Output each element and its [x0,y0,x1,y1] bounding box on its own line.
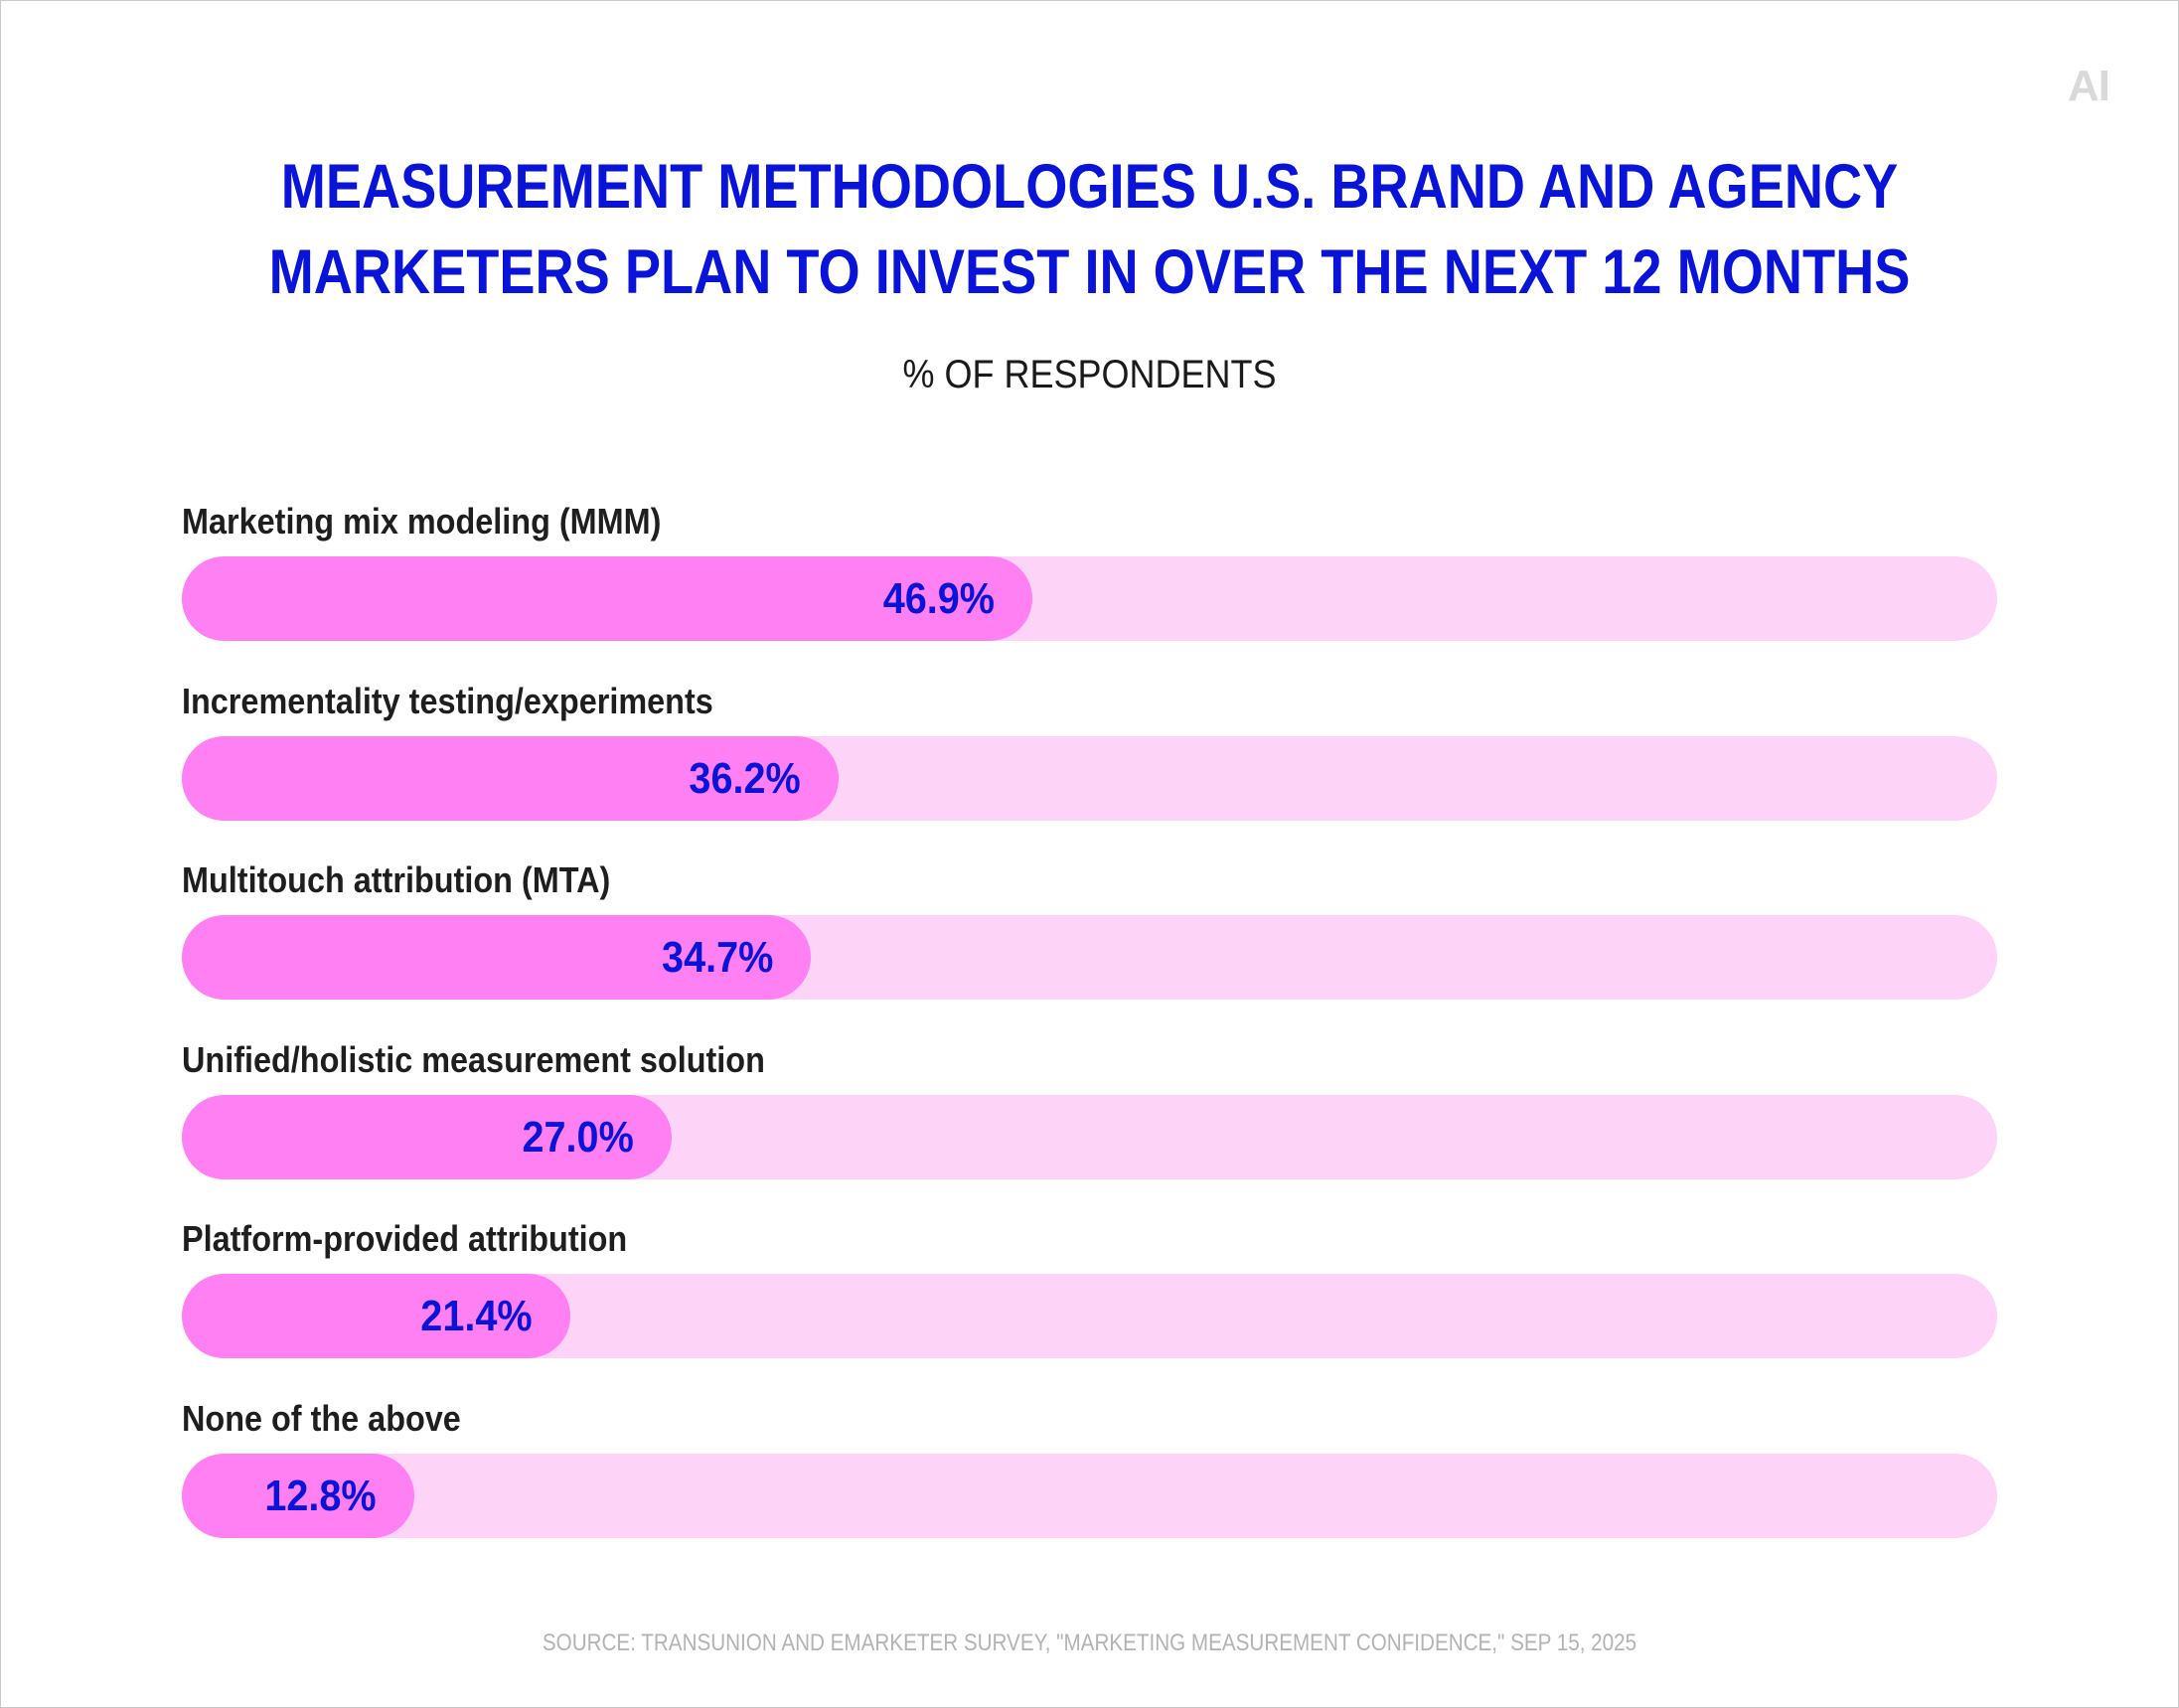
bar [182,915,812,1000]
value-label: 36.2% [689,753,801,803]
source-note: SOURCE: TRANSUNION AND EMARKETER SURVEY,… [542,1630,1637,1656]
bar [182,556,1032,641]
bar [182,1274,570,1358]
category-label: Platform-provided attribution [182,1218,628,1259]
brand-logo: AI [2068,62,2110,110]
bar-track [182,1453,1997,1538]
value-label: 27.0% [522,1112,634,1162]
category-label: Unified/holistic measurement solution [182,1038,765,1080]
category-label: Marketing mix modeling (MMM) [182,501,662,542]
value-label: 34.7% [662,933,774,982]
bar [182,1453,414,1538]
bar [182,735,839,821]
chart-title-line-1: MEASUREMENT METHODOLOGIES U.S. BRAND AND… [280,152,1899,222]
chart-title: MEASUREMENT METHODOLOGIES U.S. BRAND AND… [153,144,2027,315]
bar [182,1094,672,1179]
chart-title-line-2: MARKETERS PLAN TO INVEST IN OVER THE NEX… [268,237,1911,307]
category-label: None of the above [182,1397,461,1439]
value-label: 21.4% [420,1292,533,1340]
category-label: Multitouch attribution (MTA) [182,859,611,900]
category-label: Incrementality testing/experiments [182,680,713,721]
chart-subtitle: % OF RESPONDENTS [902,353,1277,396]
value-label: 12.8% [264,1471,377,1520]
value-label: 46.9% [882,574,995,623]
